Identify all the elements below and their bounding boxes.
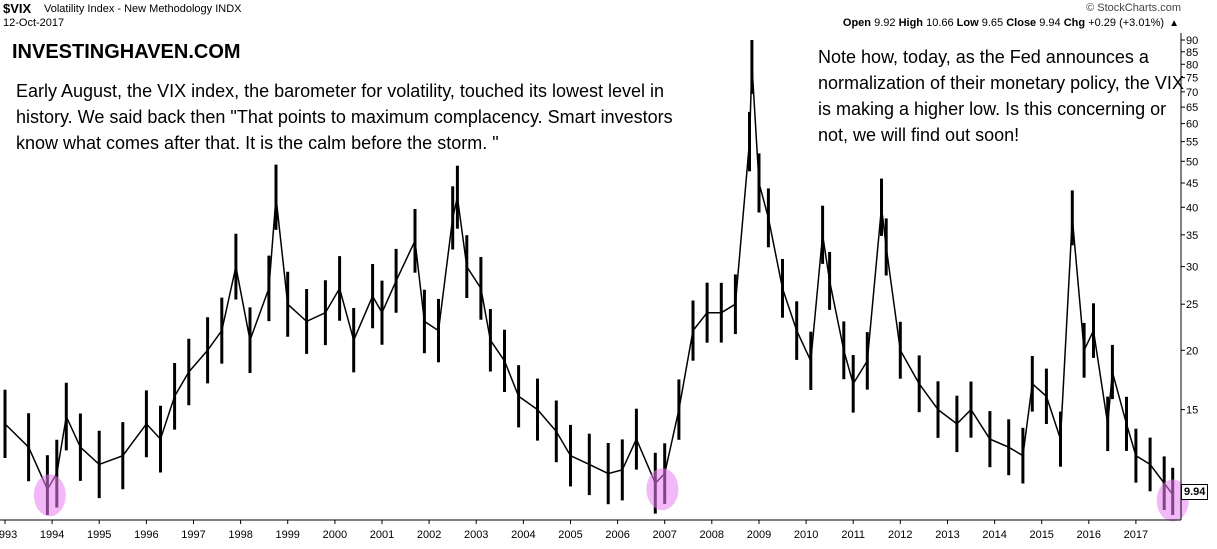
y-tick-label: 65: [1186, 102, 1198, 114]
x-tick-label: 2013: [935, 529, 959, 541]
exchange-label: INDX: [215, 3, 242, 15]
series-trace: [4, 64, 1174, 495]
x-tick-label: 2004: [511, 529, 535, 541]
y-tick-label: 55: [1186, 137, 1198, 149]
high-value: 10.66: [926, 17, 954, 29]
y-tick-label: 20: [1186, 345, 1198, 357]
y-tick-label: 90: [1186, 35, 1198, 47]
y-tick-label: 85: [1186, 47, 1198, 59]
change-label: Chg: [1063, 17, 1086, 29]
left-note-annotation: Early August, the VIX index, the baromet…: [16, 81, 673, 153]
open-value: 9.92: [874, 17, 896, 29]
symbol-description: Volatility Index - New Methodology INDX: [44, 3, 242, 15]
x-tick-label: 2009: [747, 529, 771, 541]
site-name-annotation: INVESTINGHAVEN.COM: [12, 41, 241, 63]
y-tick-label: 25: [1186, 299, 1198, 311]
x-tick-label: 1994: [40, 529, 64, 541]
x-tick-label: 2001: [370, 529, 394, 541]
y-tick-label: 15: [1186, 405, 1198, 417]
up-triangle-icon: ▲: [1169, 18, 1179, 29]
y-tick-label: 75: [1186, 73, 1198, 85]
low-value: 9.65: [981, 17, 1004, 29]
x-tick-label: 2015: [1029, 529, 1053, 541]
chart-date: 12-Oct-2017: [3, 17, 65, 29]
y-tick-label: 45: [1186, 178, 1198, 190]
x-tick-label: 1993: [0, 529, 17, 541]
x-tick-label: 2006: [605, 529, 629, 541]
high-label: High: [898, 17, 924, 29]
stockcharts-brand[interactable]: © StockCharts.com: [1086, 2, 1181, 14]
close-label: Close: [1006, 17, 1037, 29]
x-tick-label: 2014: [982, 529, 1006, 541]
y-tick-label: 40: [1186, 202, 1198, 214]
x-tick-label: 2003: [464, 529, 488, 541]
x-tick-label: 2016: [1077, 529, 1101, 541]
low-label: Low: [956, 17, 979, 29]
right-note-annotation: Note how, today, as the Fed announces a …: [818, 47, 1184, 145]
change-value: +0.29 (+3.01%): [1088, 17, 1165, 29]
low-highlight-circle: [33, 474, 66, 517]
x-tick-label: 2007: [652, 529, 676, 541]
x-tick-label: 2005: [558, 529, 582, 541]
x-tick-label: 1996: [134, 529, 158, 541]
y-tick-label: 80: [1186, 59, 1198, 71]
x-tick-label: 1995: [87, 529, 111, 541]
x-tick-label: 2011: [841, 529, 865, 541]
y-tick-label: 35: [1186, 230, 1198, 242]
y-tick-label: 70: [1186, 87, 1198, 99]
x-tick-label: 2017: [1124, 529, 1148, 541]
y-tick-label: 50: [1186, 156, 1198, 168]
last-value-badge: 9.94: [1181, 484, 1209, 500]
ohlc-summary: Open 9.92 High 10.66 Low 9.65 Close 9.94…: [843, 17, 1179, 29]
x-tick-label: 2010: [794, 529, 818, 541]
x-tick-label: 2008: [700, 529, 724, 541]
y-tick-label: 60: [1186, 119, 1198, 131]
y-tick-label: 30: [1186, 262, 1198, 274]
x-tick-label: 2012: [888, 529, 912, 541]
x-tick-label: 1997: [181, 529, 205, 541]
x-tick-label: 1998: [228, 529, 252, 541]
x-tick-label: 1999: [275, 529, 299, 541]
close-value: 9.94: [1039, 17, 1061, 29]
open-label: Open: [842, 17, 872, 29]
x-tick-label: 2002: [417, 529, 441, 541]
x-tick-label: 2000: [323, 529, 347, 541]
low-highlight-circle: [646, 468, 679, 511]
symbol-label: $VIX: [3, 1, 32, 16]
